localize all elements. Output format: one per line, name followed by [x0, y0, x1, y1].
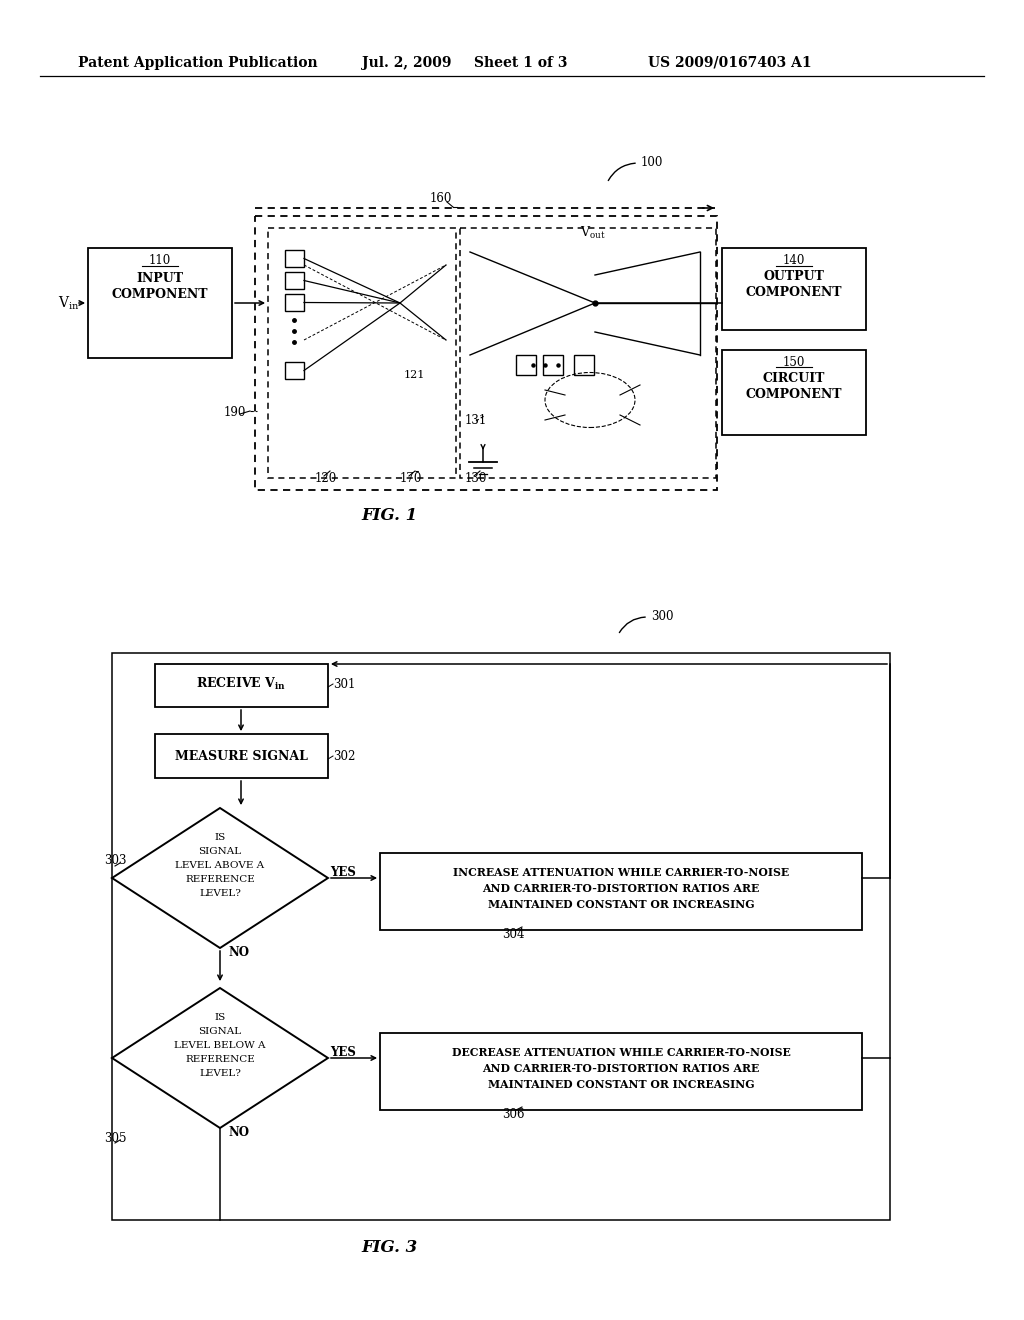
Text: 110: 110 — [148, 255, 171, 268]
Text: 121: 121 — [404, 370, 425, 380]
Text: LEVEL?: LEVEL? — [199, 890, 241, 899]
Text: NO: NO — [228, 946, 249, 960]
Text: COMPONENT: COMPONENT — [112, 289, 208, 301]
Text: Jul. 2, 2009: Jul. 2, 2009 — [362, 55, 452, 70]
Text: MAINTAINED CONSTANT OR INCREASING: MAINTAINED CONSTANT OR INCREASING — [487, 899, 755, 911]
Text: SIGNAL: SIGNAL — [199, 1027, 242, 1036]
Text: 304: 304 — [502, 928, 524, 940]
Text: DECREASE ATTENUATION WHILE CARRIER-TO-NOISE: DECREASE ATTENUATION WHILE CARRIER-TO-NO… — [452, 1048, 791, 1059]
Text: LEVEL?: LEVEL? — [199, 1069, 241, 1078]
Text: REFERENCE: REFERENCE — [185, 875, 255, 884]
Text: Sheet 1 of 3: Sheet 1 of 3 — [474, 55, 567, 70]
Text: 170: 170 — [400, 473, 422, 486]
Text: 300: 300 — [651, 610, 674, 623]
Text: FIG. 1: FIG. 1 — [361, 507, 418, 524]
Text: 100: 100 — [641, 157, 664, 169]
Text: OUTPUT: OUTPUT — [764, 271, 824, 284]
Text: 160: 160 — [430, 193, 453, 206]
Text: 190: 190 — [224, 405, 247, 418]
Text: INCREASE ATTENUATION WHILE CARRIER-TO-NOISE: INCREASE ATTENUATION WHILE CARRIER-TO-NO… — [453, 867, 790, 879]
Text: US 2009/0167403 A1: US 2009/0167403 A1 — [648, 55, 812, 70]
Text: 303: 303 — [104, 854, 127, 866]
Text: YES: YES — [330, 866, 356, 879]
Text: MAINTAINED CONSTANT OR INCREASING: MAINTAINED CONSTANT OR INCREASING — [487, 1080, 755, 1090]
Text: RECEIVE V$_{\mathregular{in}}$: RECEIVE V$_{\mathregular{in}}$ — [196, 676, 286, 692]
Text: MEASURE SIGNAL: MEASURE SIGNAL — [174, 750, 307, 763]
Text: FIG. 3: FIG. 3 — [361, 1239, 418, 1257]
Text: 140: 140 — [782, 255, 805, 268]
Text: IS: IS — [214, 1014, 225, 1023]
Text: V$_{\mathregular{out}}$: V$_{\mathregular{out}}$ — [580, 224, 605, 242]
Text: 120: 120 — [315, 473, 337, 486]
Text: 305: 305 — [104, 1131, 127, 1144]
Text: COMPONENT: COMPONENT — [745, 286, 843, 300]
Text: 302: 302 — [333, 750, 355, 763]
Text: IS: IS — [214, 833, 225, 842]
Text: LEVEL BELOW A: LEVEL BELOW A — [174, 1041, 266, 1051]
Text: 130: 130 — [465, 473, 487, 486]
Text: REFERENCE: REFERENCE — [185, 1056, 255, 1064]
Text: AND CARRIER-TO-DISTORTION RATIOS ARE: AND CARRIER-TO-DISTORTION RATIOS ARE — [482, 1064, 760, 1074]
Text: 131: 131 — [465, 413, 487, 426]
Text: COMPONENT: COMPONENT — [745, 388, 843, 401]
Text: INPUT: INPUT — [136, 272, 183, 285]
Text: CIRCUIT: CIRCUIT — [763, 372, 825, 385]
Text: SIGNAL: SIGNAL — [199, 847, 242, 857]
Text: 301: 301 — [333, 677, 355, 690]
Text: YES: YES — [330, 1047, 356, 1060]
Text: AND CARRIER-TO-DISTORTION RATIOS ARE: AND CARRIER-TO-DISTORTION RATIOS ARE — [482, 883, 760, 895]
Text: 150: 150 — [782, 355, 805, 368]
Text: V$_{\mathregular{in}}$: V$_{\mathregular{in}}$ — [58, 294, 80, 312]
Text: NO: NO — [228, 1126, 249, 1138]
Text: LEVEL ABOVE A: LEVEL ABOVE A — [175, 862, 264, 870]
Text: 306: 306 — [502, 1107, 524, 1121]
Text: Patent Application Publication: Patent Application Publication — [78, 55, 317, 70]
